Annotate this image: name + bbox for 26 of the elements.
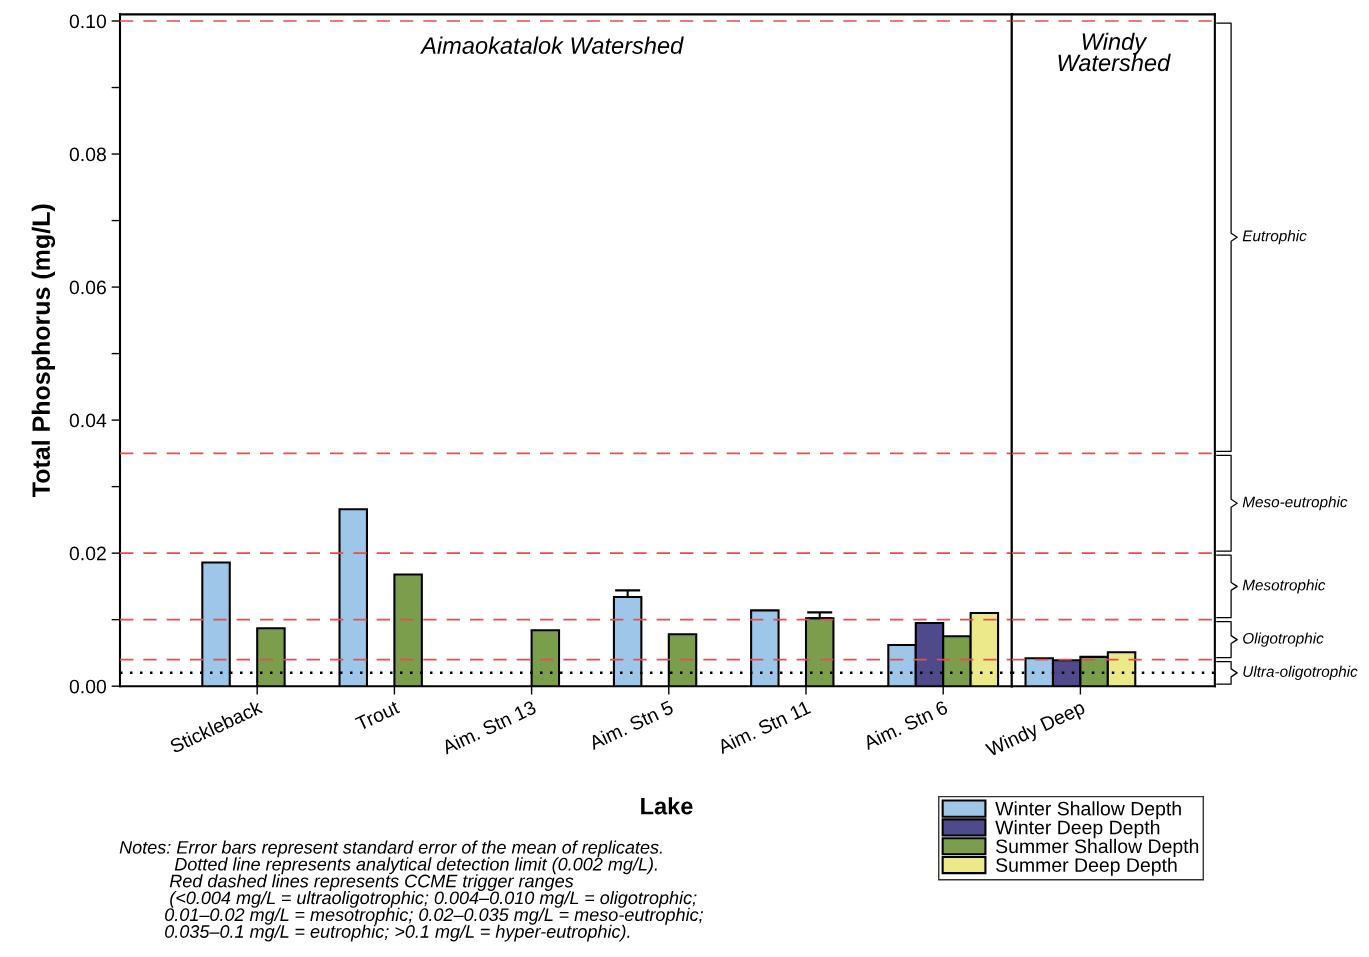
annotation: Aimaokatalok Watershed bbox=[419, 36, 684, 54]
y-tick-label: 0.10 bbox=[69, 14, 107, 29]
x-tick-label: Windy Deep bbox=[984, 699, 1088, 761]
y-tick-label: 0.08 bbox=[69, 147, 106, 162]
x-tick-label: Trout bbox=[354, 700, 401, 731]
x-tick-label: Aim. Stn 11 bbox=[716, 699, 812, 755]
y-tick-label: 0.06 bbox=[69, 280, 106, 295]
x-tick-label: Aim. Stn 13 bbox=[440, 699, 537, 755]
x-axis-title: Lake bbox=[641, 797, 693, 815]
x-tick-label: Aim. Stn 6 bbox=[861, 699, 949, 751]
legend-label: Winter Deep Depth bbox=[995, 820, 1160, 839]
legend-label: Summer Deep Depth bbox=[996, 857, 1177, 876]
annotation: Windy Watershed bbox=[1058, 32, 1171, 72]
y-tick-label: 0.02 bbox=[69, 546, 106, 561]
text: Meso-eutrophic bbox=[1242, 496, 1348, 511]
y-axis-title: Total Phosphorus (mg/L) bbox=[31, 204, 56, 497]
text: Notes: Error bars represent standard error of the mean of replicates. Dotted line represents analytical detection limit (0.002 mg/L). Red dashed lines represents CCME trigger ranges (<0.004 mg/L = ultraoligotrophic; 0.004–0.010 mg/L = oligotrophic; 0.01–0.02 mg/L = mesotrophic; 0.02–0.035 mg/L = meso-eutrophic; 0.035–0.1 mg/L = eutrophic; >0.1 mg/L = hyper-eutrophic). bbox=[119, 840, 703, 942]
y-tick-label: 0.04 bbox=[69, 413, 107, 428]
text: Ultra-oligotrophic bbox=[1243, 665, 1358, 680]
text: Oligotrophic bbox=[1243, 632, 1324, 647]
x-tick-label: Aim. Stn 5 bbox=[587, 699, 675, 751]
legend-label: Winter Shallow Depth bbox=[995, 801, 1181, 820]
legend-label: Summer Shallow Depth bbox=[996, 838, 1199, 857]
text: Mesotrophic bbox=[1242, 579, 1326, 594]
y-tick-label: 0.00 bbox=[69, 679, 107, 694]
text: Eutrophic bbox=[1242, 230, 1307, 245]
